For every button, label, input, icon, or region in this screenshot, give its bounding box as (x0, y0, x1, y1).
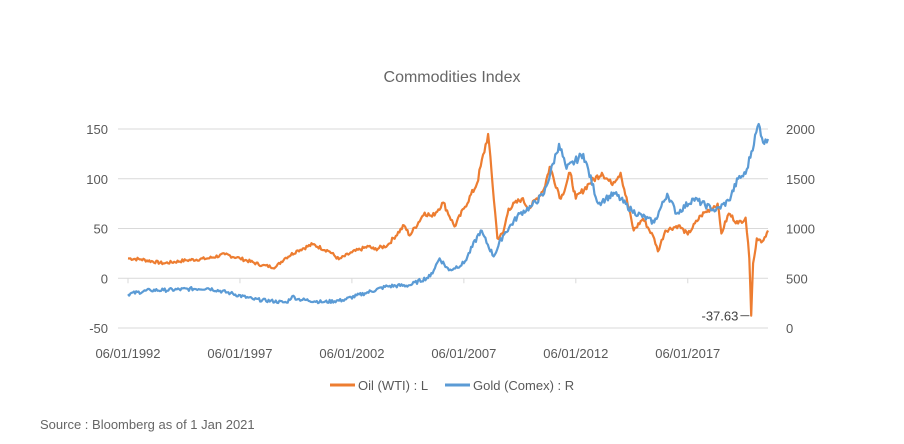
y-right-tick-label: 0 (786, 321, 793, 336)
y-left-tick-label: 50 (94, 222, 108, 237)
y-right-tick-label: 1500 (786, 172, 815, 187)
y-left-tick-label: 100 (86, 172, 108, 187)
chart-title: Commodities Index (384, 69, 521, 86)
legend-entry: Gold (Comex) : R (473, 378, 574, 393)
annotation-label: -37.63 (701, 309, 738, 324)
x-tick-label: 06/01/2002 (319, 346, 384, 361)
y-right-tick-label: 500 (786, 271, 808, 286)
y-left-tick-label: -50 (89, 321, 108, 336)
series-line-oil (127, 132, 769, 317)
x-tick-label: 06/01/1997 (207, 346, 272, 361)
x-tick-label: 06/01/2017 (655, 346, 720, 361)
y-right-tick-label: 2000 (786, 122, 815, 137)
x-tick-label: 06/01/1992 (95, 346, 160, 361)
source-note: Source : Bloomberg as of 1 Jan 2021 (40, 417, 255, 432)
x-tick-label: 06/01/2007 (431, 346, 496, 361)
series-line-gold (127, 122, 770, 305)
y-right-tick-label: 1000 (786, 222, 815, 237)
legend-entry: Oil (WTI) : L (358, 378, 428, 393)
y-left-tick-label: 0 (101, 271, 108, 286)
x-tick-label: 06/01/2012 (543, 346, 608, 361)
y-left-tick-label: 150 (86, 122, 108, 137)
